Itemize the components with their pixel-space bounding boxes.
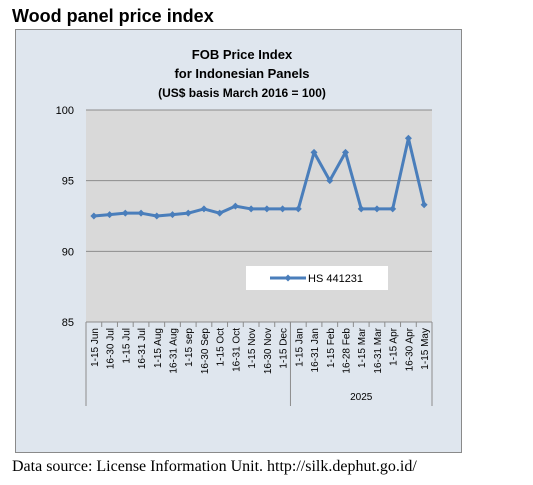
data-point: [169, 211, 176, 219]
y-tick-label: 95: [62, 176, 74, 188]
line-chart: FOB Price Index for Indonesian Panels (U…: [56, 47, 433, 406]
x-tick-label: 1-15 Feb: [326, 328, 337, 368]
data-point: [389, 205, 397, 213]
data-point: [106, 211, 114, 219]
plot-area: [86, 110, 432, 322]
x-tick-label: 16-31 Mar: [373, 327, 384, 373]
data-point: [342, 148, 349, 156]
legend-label: HS 441231: [308, 273, 363, 285]
legend-marker: [284, 274, 292, 282]
x-axis: 1-15 Jun 16-30 Jul 1-15 Jul 16-31 Jul 1-15 A…: [85, 321, 433, 406]
data-point: [310, 148, 318, 156]
data-point: [420, 201, 428, 209]
x-tick-label: 1-15 Oct: [216, 328, 227, 367]
x-tick-label: 16-30 Sep: [200, 328, 211, 375]
x-tick-label: 16-31 Jul: [137, 328, 148, 369]
data-point: [184, 209, 192, 217]
x-tick-label: 16-28 Feb: [342, 328, 353, 374]
chart-title-line-3: (US$ basis March 2016 = 100): [158, 86, 326, 100]
data-point: [216, 209, 224, 217]
chart-title-line-2: for Indonesian Panels: [174, 66, 309, 81]
x-tick-label: 16-31 Oct: [231, 328, 242, 372]
data-point: [121, 209, 129, 217]
x-tick-label: 16-30 Jul: [106, 328, 117, 369]
x-tick-label: 1-15 Jun: [90, 328, 101, 367]
y-tick-label: 85: [62, 317, 74, 329]
data-point: [231, 202, 239, 210]
data-point: [137, 209, 145, 217]
data-point: [247, 205, 255, 213]
x-tick-label: 1-15 Apr: [389, 327, 400, 365]
x-tick-label: 1-15 Aug: [153, 328, 164, 368]
data-source-note: Data source: License Information Unit. h…: [12, 458, 417, 475]
x-tick-label: 1-15 May: [420, 328, 431, 370]
y-tick-label: 100: [56, 105, 74, 117]
x-tick-label: 1-15 Jul: [121, 328, 132, 364]
x-tick-label: 1-15 Nov: [247, 328, 258, 369]
x-tick-label: 16-30 Nov: [263, 328, 274, 374]
legend-box: [246, 266, 388, 290]
x-tick-label: 1-15 Jan: [294, 328, 305, 367]
data-point: [294, 205, 302, 213]
x-tick-label: 16-31 Jan: [310, 328, 321, 372]
x-tick-label: 1-15 sep: [184, 328, 195, 367]
y-axis: 85 90 95 100: [56, 105, 74, 329]
x-tick-label: 16-31 Aug: [169, 328, 180, 374]
y-tick-label: 90: [62, 246, 74, 258]
data-point: [357, 205, 365, 213]
series-line: [93, 136, 426, 218]
data-point: [90, 212, 98, 220]
data-point: [279, 205, 287, 213]
chart-frame: FOB Price Index for Indonesian Panels (U…: [15, 29, 462, 453]
x-tick-label: 1-15 Mar: [357, 327, 368, 368]
page-heading: Wood panel price index: [12, 6, 214, 26]
data-point: [404, 134, 412, 142]
data-point: [373, 205, 381, 213]
x-group-label: 2025: [350, 392, 373, 403]
x-tick-label: 1-15 Dec: [279, 328, 290, 369]
x-tick-label: 16-30 Apr: [404, 327, 415, 371]
grid-lines: [86, 109, 432, 252]
data-point: [326, 177, 334, 185]
legend: HS 441231: [246, 266, 388, 290]
data-point: [263, 205, 271, 213]
chart-title: FOB Price Index for Indonesian Panels (U…: [158, 47, 326, 100]
data-point: [200, 205, 208, 213]
series-hs-441231: [90, 134, 428, 220]
data-point: [153, 212, 161, 220]
chart-title-line-1: FOB Price Index: [192, 47, 293, 62]
